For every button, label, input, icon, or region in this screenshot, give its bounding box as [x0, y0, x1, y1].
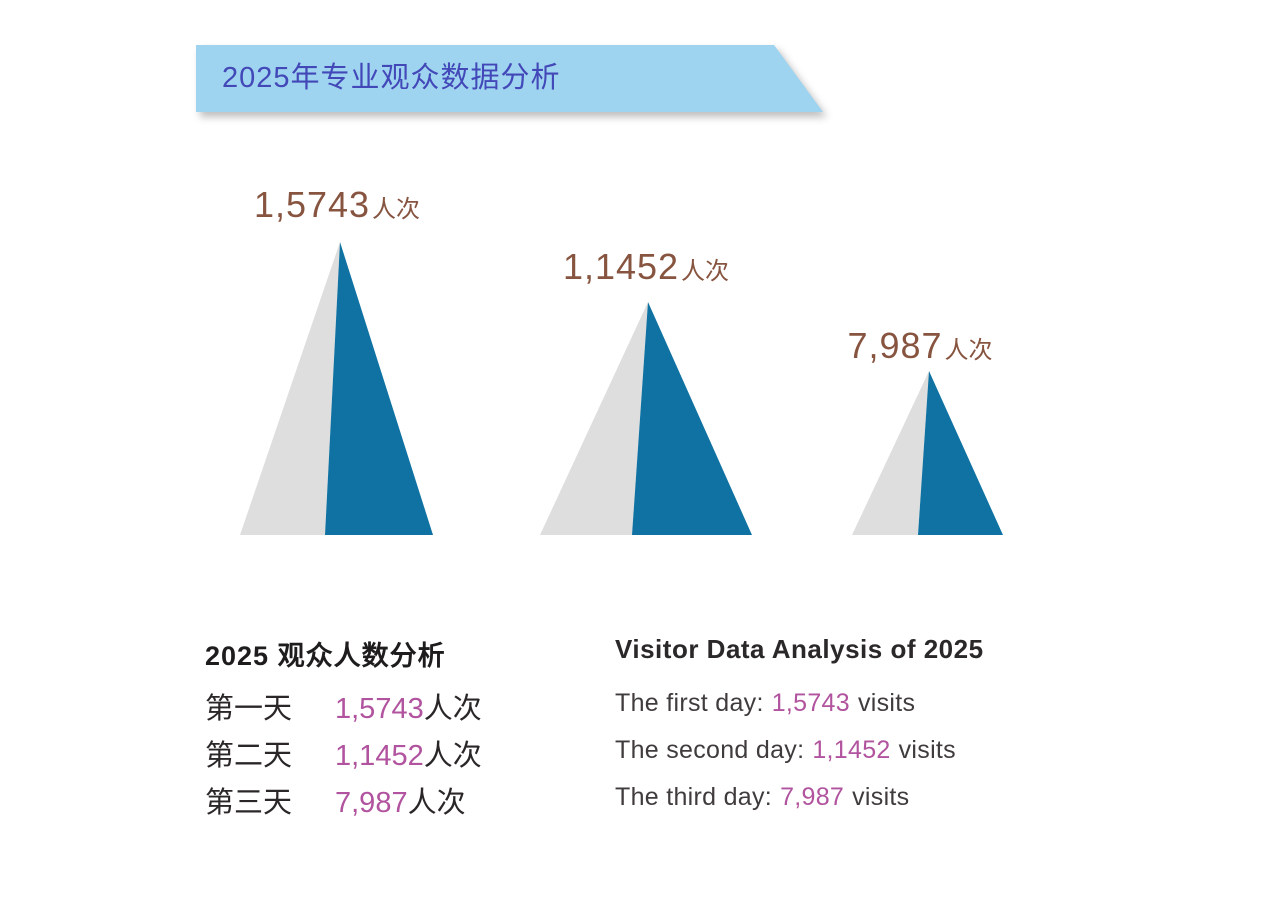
summary-cn-title: 2025 观众人数分析	[205, 641, 446, 671]
summary-cn: 2025 观众人数分析 第一天 1,5743 人次 第二天 1,1452 人次 …	[205, 634, 482, 827]
summary-cn-row-2: 第二天 1,1452 人次	[205, 733, 482, 780]
unit-label: 人次	[423, 740, 482, 772]
pyramid-day1-front-face	[325, 242, 433, 535]
visit-count: 7,987	[780, 783, 845, 811]
day3-value: 7,987	[847, 325, 943, 366]
day1-unit: 人次	[372, 196, 421, 223]
pyramid-day3-value-label: 7,987人次	[847, 325, 992, 367]
day1-value: 1,5743	[253, 184, 371, 225]
title-banner: 2025年专业观众数据分析	[196, 45, 823, 112]
visits-suffix: visits	[857, 689, 916, 717]
summary-cn-row-3: 第三天 7,987 人次	[205, 780, 482, 827]
pyramid-day1-side-face	[240, 242, 340, 535]
visits-suffix: visits	[852, 783, 910, 811]
summary-en: Visitor Data Analysis of 2025 The first …	[615, 634, 984, 821]
unit-label: 人次	[423, 693, 482, 725]
summary-en-row-2: The second day: 1,1452 visits	[615, 727, 984, 774]
title-banner-shape: 2025年专业观众数据分析	[196, 45, 823, 112]
day2-value: 1,1452	[562, 246, 680, 287]
summary-en-row-3: The third day: 7,987 visits	[615, 774, 984, 821]
summary-cn-row-1: 第一天 1,5743 人次	[205, 686, 482, 733]
day-label: 第三天	[205, 787, 293, 819]
summary-en-row-1: The first day: 1,5743 visits	[615, 680, 984, 727]
day3-unit: 人次	[944, 337, 993, 364]
visit-count: 7,987	[335, 787, 408, 819]
day-prefix: The third day:	[615, 783, 773, 811]
day-label: 第二天	[205, 740, 293, 772]
day-prefix: The first day:	[615, 689, 764, 717]
day-label: 第一天	[205, 693, 293, 725]
pyramid-day1-value-label: 1,5743人次	[254, 184, 420, 226]
pyramid-day2-front-face	[632, 302, 752, 535]
day2-unit: 人次	[681, 258, 730, 285]
visit-count: 1,1452	[812, 736, 891, 764]
unit-label: 人次	[407, 787, 466, 819]
visit-count: 1,5743	[335, 693, 424, 725]
banner-title: 2025年专业观众数据分析	[222, 62, 561, 94]
visit-count: 1,5743	[771, 689, 850, 717]
pyramid-day2-value-label: 1,1452人次	[563, 246, 729, 288]
visits-suffix: visits	[898, 736, 956, 764]
visit-count: 1,1452	[335, 740, 424, 772]
pyramid-day3-front-face	[918, 371, 1003, 535]
summary-en-title: Visitor Data Analysis of 2025	[615, 634, 984, 664]
pyramid-day3-side-face	[852, 371, 929, 535]
pyramid-day2-side-face	[540, 302, 648, 535]
day-prefix: The second day:	[615, 736, 805, 764]
